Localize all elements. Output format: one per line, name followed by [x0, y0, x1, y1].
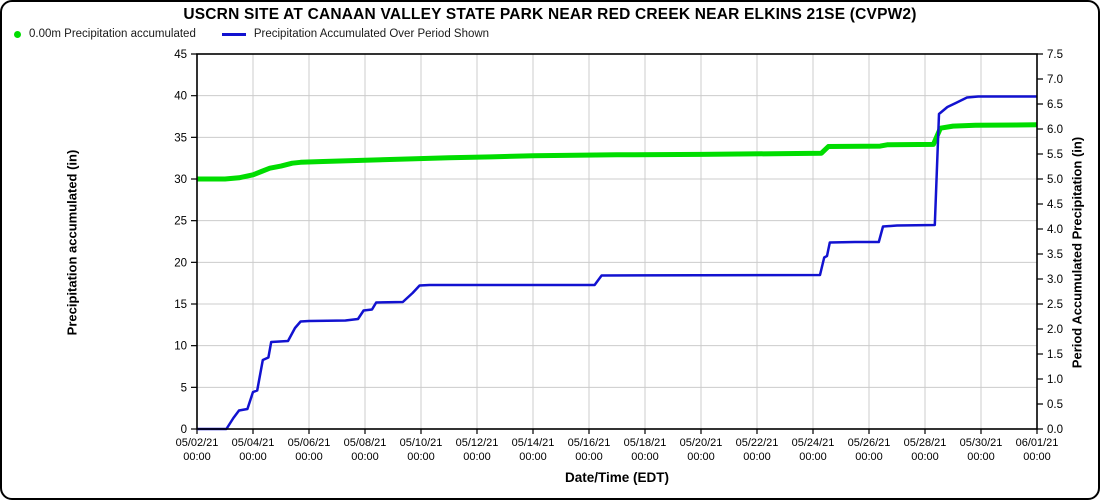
legend-item-period-accumulated: Precipitation Accumulated Over Period Sh…: [221, 28, 490, 40]
right-tick-label: 5.0: [1047, 174, 1063, 186]
left-tick-label: 20: [174, 257, 187, 269]
chart-title: USCRN SITE AT CANAAN VALLEY STATE PARK N…: [183, 6, 917, 23]
right-tick-label: 0.0: [1047, 424, 1063, 436]
x-tick-label-time: 00:00: [1023, 451, 1051, 463]
x-tick-label-time: 00:00: [911, 451, 939, 463]
x-axis-title: Date/Time (EDT): [564, 470, 670, 485]
right-tick-label: 7.5: [1047, 49, 1063, 61]
x-tick-label-date: 05/24/21: [792, 437, 835, 449]
x-tick-label-date: 05/26/21: [848, 437, 891, 449]
x-tick-label-date: 06/01/21: [1016, 437, 1059, 449]
x-tick-label-date: 05/16/21: [568, 437, 611, 449]
x-tick-label-date: 05/30/21: [960, 437, 1003, 449]
x-tick-label-date: 05/28/21: [904, 437, 947, 449]
x-tick-label-date: 05/20/21: [680, 437, 723, 449]
series-line-period-accumulated: [197, 95, 1037, 431]
legend-item-precip-accumulated: 0.00m Precipitation accumulated: [14, 28, 196, 40]
right-tick-label: 6.5: [1047, 99, 1063, 111]
x-tick-label-time: 00:00: [967, 451, 995, 463]
right-axis-title: Period Accumulated Precipitation (in): [1069, 136, 1085, 369]
x-tick-label-date: 05/02/21: [176, 437, 219, 449]
x-tick-label-time: 00:00: [687, 451, 715, 463]
right-tick-label: 6.0: [1047, 124, 1063, 136]
x-tick-label-time: 00:00: [239, 451, 267, 463]
right-tick-label: 4.5: [1047, 199, 1063, 211]
x-tick-label-date: 05/10/21: [400, 437, 443, 449]
x-tick-label-time: 00:00: [855, 451, 883, 463]
right-tick-label: 2.5: [1047, 299, 1063, 311]
right-tick-label: 1.0: [1047, 374, 1063, 386]
x-tick-label-time: 00:00: [575, 451, 603, 463]
x-tick-label-time: 00:00: [799, 451, 827, 463]
legend-label: 0.00m Precipitation accumulated: [29, 28, 196, 40]
x-tick-label-date: 05/08/21: [344, 437, 387, 449]
left-tick-label: 0: [181, 424, 187, 436]
plot-border: [196, 53, 1038, 430]
x-tick-label-time: 00:00: [351, 451, 379, 463]
left-tick-label: 40: [174, 91, 187, 103]
right-tick-label: 5.5: [1047, 149, 1063, 161]
left-tick-label: 25: [174, 216, 187, 228]
x-tick-label-date: 05/14/21: [512, 437, 555, 449]
left-tick-label: 10: [174, 341, 187, 353]
right-tick-label: 0.5: [1047, 399, 1063, 411]
left-tick-label: 35: [174, 132, 187, 144]
axis-ticks: [191, 53, 1043, 434]
green-dot-icon: [14, 30, 21, 38]
right-tick-label: 3.5: [1047, 249, 1063, 261]
x-tick-label-date: 05/04/21: [232, 437, 275, 449]
x-tick-label-time: 00:00: [743, 451, 771, 463]
x-tick-label-time: 00:00: [183, 451, 211, 463]
left-tick-label: 45: [174, 49, 187, 61]
right-tick-label: 2.0: [1047, 324, 1063, 336]
x-tick-label-time: 00:00: [463, 451, 491, 463]
x-tick-label-time: 00:00: [631, 451, 659, 463]
blue-line-icon: [221, 32, 246, 36]
right-tick-label: 1.5: [1047, 349, 1063, 361]
left-axis-title: Precipitation accumulated (in): [64, 149, 80, 336]
x-tick-label-time: 00:00: [295, 451, 323, 463]
series-line-precip-accumulated: [197, 122, 1038, 182]
right-tick-label: 3.0: [1047, 274, 1063, 286]
tick-labels: 0 5 10 15 20 25 30 35 40 45 0.0 0.5 1.0 1.5 2.0 2.5 3.0 3…: [174, 49, 1063, 463]
gridlines: [197, 54, 1037, 429]
x-tick-label-time: 00:00: [407, 451, 435, 463]
legend: 0.00m Precipitation accumulated Precipit…: [14, 28, 489, 40]
x-tick-label-date: 05/06/21: [288, 437, 331, 449]
legend-label: Precipitation Accumulated Over Period Sh…: [253, 28, 490, 40]
left-tick-label: 30: [174, 174, 187, 186]
x-tick-label-date: 05/12/21: [456, 437, 499, 449]
x-tick-label-date: 05/22/21: [736, 437, 779, 449]
left-tick-label: 5: [181, 382, 187, 394]
x-tick-label-date: 05/18/21: [624, 437, 667, 449]
left-tick-label: 15: [174, 299, 187, 311]
right-tick-label: 7.0: [1047, 74, 1063, 86]
x-tick-label-time: 00:00: [519, 451, 547, 463]
right-tick-label: 4.0: [1047, 224, 1063, 236]
